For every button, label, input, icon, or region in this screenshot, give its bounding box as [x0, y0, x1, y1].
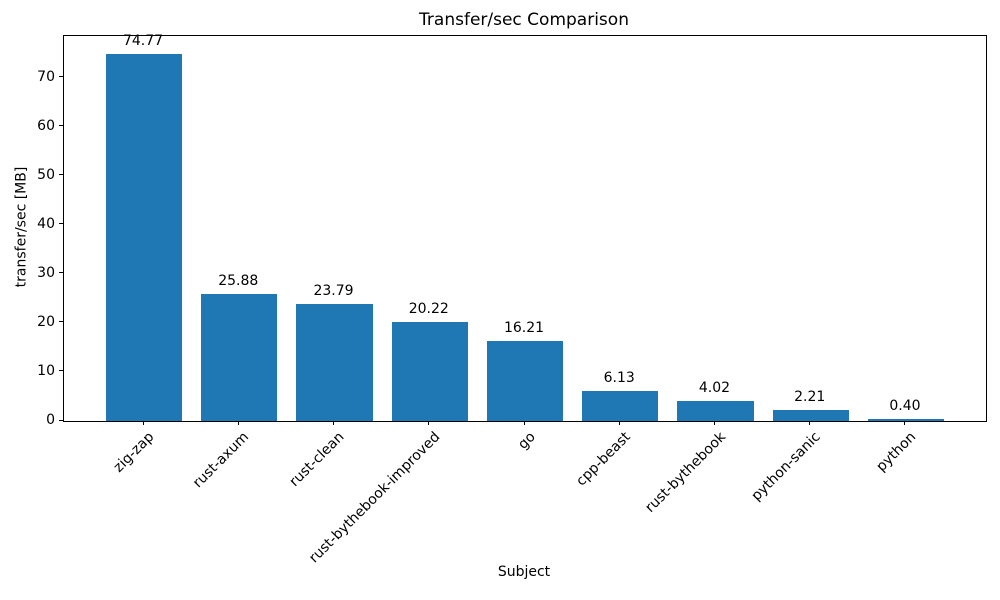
- bar-value-label: 16.21: [503, 320, 545, 336]
- x-tick-label: rust-clean: [286, 429, 348, 490]
- x-tick-mark: [713, 421, 715, 425]
- bar-value-label: 23.79: [313, 283, 354, 299]
- chart-title: Transfer/sec Comparison: [419, 10, 629, 30]
- bar-value-label: 2.21: [794, 389, 826, 405]
- x-tick-mark: [618, 421, 620, 425]
- x-tick-label: zig-zap: [110, 429, 158, 476]
- x-tick-mark: [333, 421, 334, 425]
- bar-value-label: 25.88: [218, 273, 259, 289]
- y-tick-mark: [59, 370, 63, 372]
- x-axis-label: Subject: [497, 564, 551, 580]
- y-tick-label: 0: [46, 412, 55, 428]
- bar: [201, 294, 278, 421]
- y-tick-mark: [59, 272, 63, 274]
- x-tick-label: python-sanic: [748, 429, 825, 505]
- bar-value-label: 0.40: [889, 398, 921, 414]
- bar: [582, 391, 659, 421]
- x-tick-mark: [523, 421, 525, 425]
- x-tick-mark: [237, 421, 239, 425]
- bar-value-label: 74.77: [122, 33, 164, 49]
- y-tick-label: 30: [37, 264, 55, 281]
- x-tick-label: rust-axum: [190, 429, 253, 492]
- y-tick-label: 50: [37, 166, 55, 183]
- plot-area: [63, 35, 987, 422]
- y-tick-mark: [59, 223, 63, 225]
- bar: [486, 341, 564, 421]
- x-tick-label: python: [873, 429, 920, 475]
- y-tick-label: 60: [37, 117, 55, 134]
- y-tick-label: 10: [37, 362, 55, 379]
- x-tick-mark: [809, 421, 811, 425]
- y-tick-label: 70: [37, 68, 55, 85]
- x-tick-mark: [904, 421, 906, 425]
- bar: [391, 322, 468, 421]
- y-tick-mark: [59, 174, 63, 176]
- bar-value-label: 20.22: [408, 301, 449, 317]
- bar: [772, 410, 849, 421]
- y-tick-label: 20: [37, 313, 55, 330]
- x-tick-label: rust-bythebook: [642, 429, 729, 516]
- bar: [677, 401, 754, 421]
- bar: [105, 54, 183, 421]
- y-tick-mark: [59, 321, 63, 323]
- y-tick-mark: [59, 76, 63, 78]
- y-tick-mark: [59, 125, 63, 127]
- bar: [867, 419, 945, 421]
- bar-value-label: 4.02: [698, 380, 731, 396]
- bar: [296, 304, 373, 421]
- x-tick-mark: [142, 421, 144, 425]
- bar-value-label: 6.13: [603, 370, 635, 386]
- x-tick-label: cpp-beast: [573, 429, 634, 490]
- y-tick-label: 40: [37, 215, 55, 232]
- x-tick-mark: [428, 421, 430, 425]
- y-tick-mark: [59, 419, 63, 421]
- x-tick-label: go: [514, 429, 539, 453]
